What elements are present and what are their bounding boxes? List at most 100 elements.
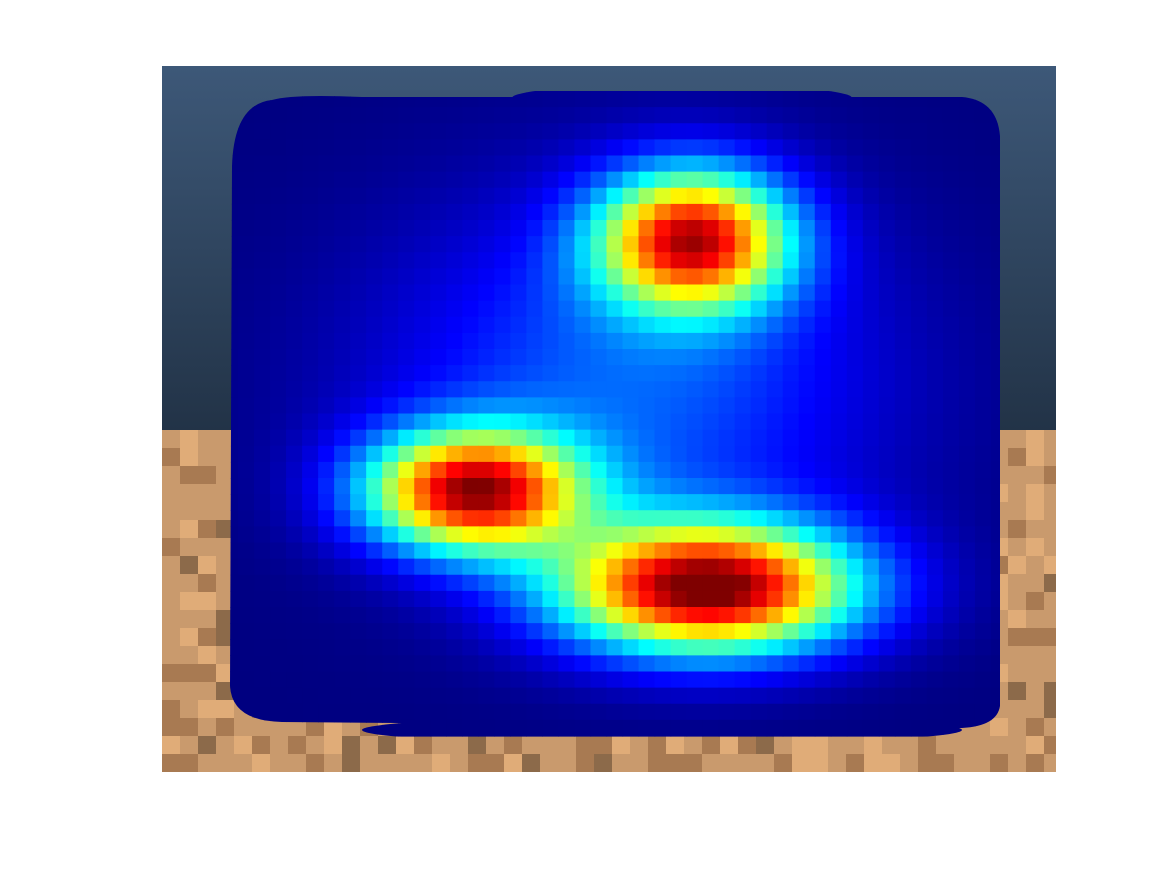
heat-cell	[302, 510, 319, 527]
heat-cell	[510, 494, 527, 511]
heat-cell	[366, 671, 383, 689]
heat-cell	[958, 316, 976, 334]
heat-cell	[350, 639, 367, 656]
heat-cell	[270, 316, 287, 334]
heat-cell	[686, 413, 704, 431]
heat-cell	[478, 171, 495, 189]
heat-cell	[782, 574, 800, 592]
heat-cell	[334, 655, 351, 673]
heat-cell	[814, 332, 832, 350]
heat-cell	[734, 558, 752, 576]
heat-cell	[718, 268, 736, 286]
heat-cell	[926, 139, 944, 157]
heat-cell	[302, 203, 319, 221]
heat-cell	[238, 703, 255, 721]
heat-cell	[910, 542, 928, 560]
heat-cell	[526, 365, 544, 382]
heat-cell	[750, 703, 768, 721]
heat-cell	[622, 429, 640, 447]
heat-cell	[230, 397, 239, 415]
heat-cell	[510, 220, 527, 237]
heat-cell	[230, 639, 239, 656]
heat-cell	[574, 332, 592, 350]
heat-cell	[702, 316, 720, 334]
heat-cell	[654, 429, 672, 447]
heat-cell	[622, 365, 640, 382]
heat-cell	[878, 107, 896, 124]
heat-cell	[718, 332, 736, 350]
heat-cell	[286, 220, 303, 237]
heat-cell	[270, 719, 287, 737]
heat-cell	[606, 268, 624, 286]
heat-cell	[606, 703, 624, 721]
heat-cell	[366, 107, 383, 124]
heat-cell	[766, 91, 784, 108]
heat-cell	[302, 607, 319, 624]
floor-tile	[1026, 610, 1044, 628]
heat-cell	[318, 478, 335, 495]
floor-tile	[324, 736, 342, 754]
heat-cell	[238, 461, 255, 479]
heat-cell	[526, 91, 544, 108]
heat-cell	[990, 542, 1000, 560]
heat-cell	[494, 332, 511, 350]
heat-cell	[990, 607, 1000, 624]
floor-tile	[162, 736, 180, 754]
heat-cell	[926, 494, 944, 511]
heat-cell	[734, 461, 752, 479]
floor-tile	[198, 448, 216, 466]
heat-cell	[942, 171, 960, 189]
heat-cell	[974, 478, 992, 495]
heat-cell	[606, 107, 624, 124]
heat-cell	[718, 123, 736, 140]
heat-cell	[718, 171, 736, 189]
heat-cell	[814, 639, 832, 656]
heat-cell	[622, 510, 640, 527]
heat-cell	[254, 171, 271, 189]
heat-cell	[302, 220, 319, 237]
heat-cell	[862, 510, 880, 527]
heat-cell	[702, 252, 720, 269]
heat-cell	[926, 381, 944, 398]
heat-cell	[750, 623, 768, 640]
heat-cell	[782, 236, 800, 253]
heat-cell	[286, 397, 303, 415]
heat-cell	[318, 687, 335, 705]
heat-cell	[230, 671, 239, 689]
heat-cell	[230, 607, 239, 624]
heat-cell	[254, 429, 271, 447]
heat-cell	[862, 236, 880, 253]
heat-cell	[894, 574, 912, 592]
heat-cell	[478, 478, 495, 495]
floor-tile	[1044, 628, 1056, 646]
floor-tile	[1026, 484, 1044, 502]
heat-cell	[606, 155, 624, 173]
heat-cell	[318, 703, 335, 721]
heat-cell	[494, 703, 511, 721]
floor-tile	[180, 628, 198, 646]
heat-cell	[366, 687, 383, 705]
floor-tile	[468, 736, 486, 754]
heat-cell	[926, 107, 944, 124]
heat-cell	[654, 187, 672, 205]
heat-cell	[606, 639, 624, 656]
heat-cell	[974, 590, 992, 608]
heat-cell	[910, 268, 928, 286]
heat-cell	[990, 590, 1000, 608]
floor-tile	[1026, 664, 1044, 682]
heat-cell	[830, 300, 848, 318]
heat-cell	[558, 365, 576, 382]
heat-cell	[910, 349, 928, 366]
heat-cell	[414, 236, 431, 253]
heat-cell	[958, 590, 976, 608]
heat-cell	[942, 639, 960, 656]
heat-cell	[830, 461, 848, 479]
heat-cell	[910, 284, 928, 302]
heat-cell	[878, 719, 896, 737]
floor-tile	[774, 736, 792, 754]
heat-cell	[574, 236, 592, 253]
heat-cell	[254, 671, 271, 689]
heat-cell	[510, 397, 527, 415]
heat-cell	[606, 187, 624, 205]
heat-cell	[398, 107, 415, 124]
